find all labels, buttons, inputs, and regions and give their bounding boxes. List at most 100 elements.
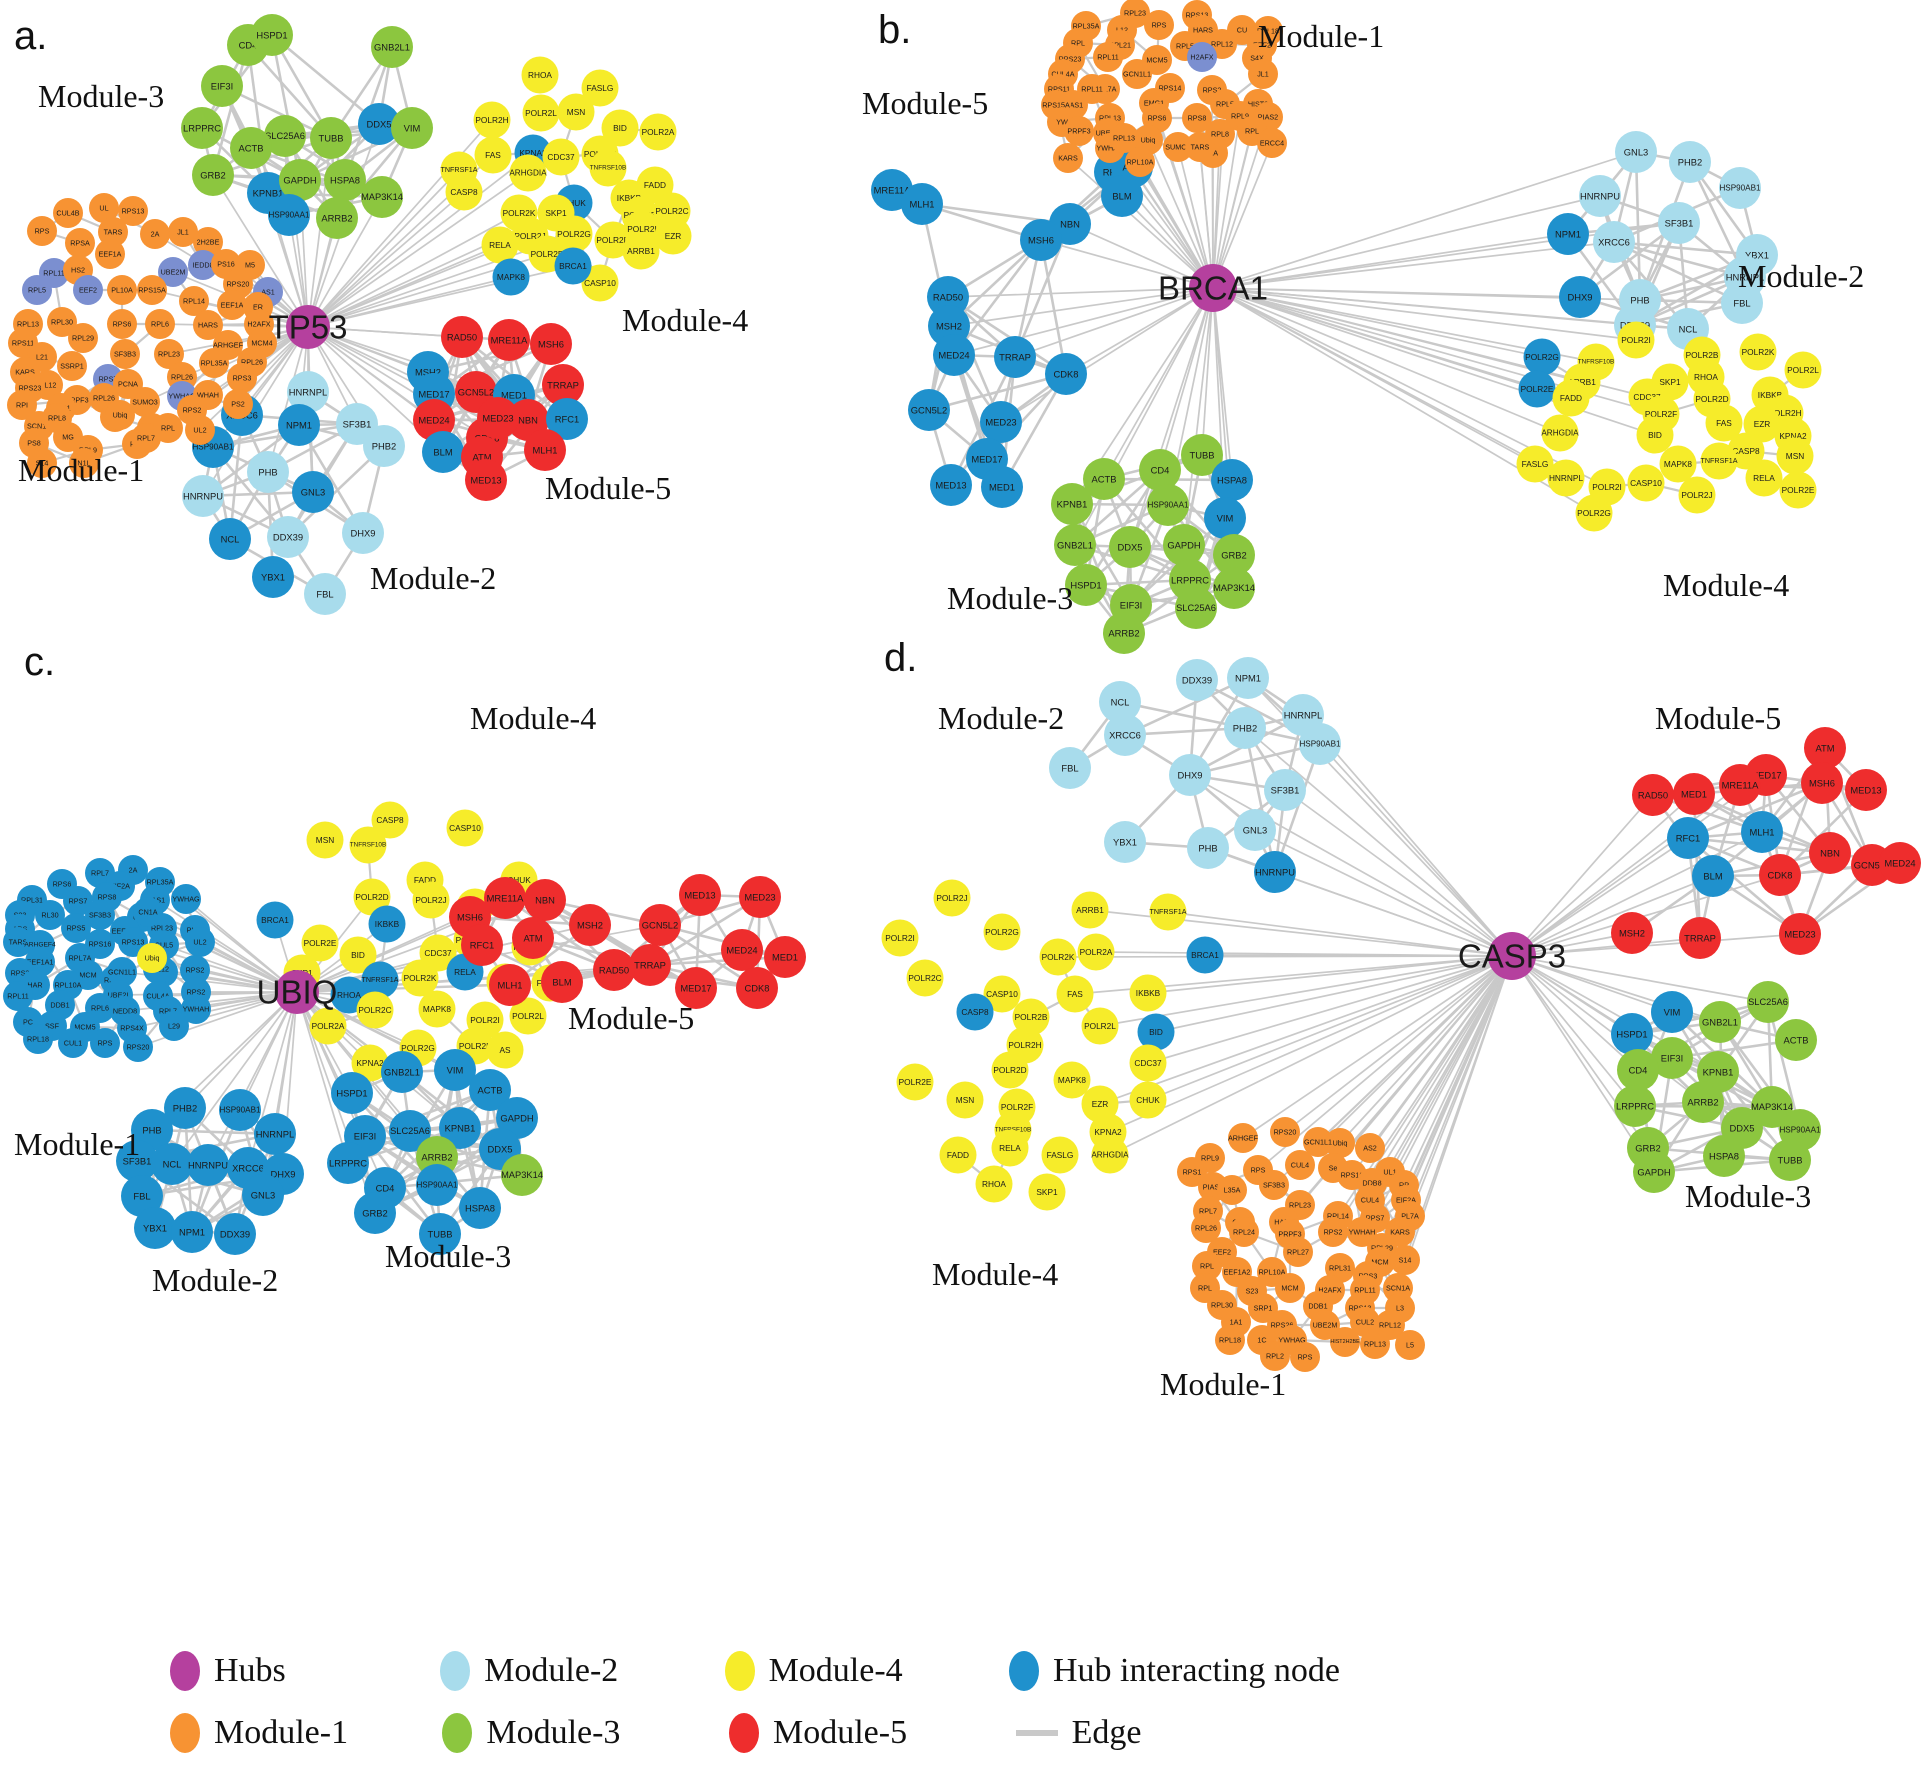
node-circle[interactable] bbox=[653, 192, 691, 230]
node-circle[interactable] bbox=[1058, 90, 1088, 120]
node-circle[interactable] bbox=[531, 964, 569, 1002]
node-circle[interactable] bbox=[1350, 1275, 1380, 1305]
network-node[interactable]: RELA bbox=[1745, 459, 1783, 497]
node-circle[interactable] bbox=[63, 255, 93, 285]
network-node[interactable]: EIF2A bbox=[105, 871, 135, 901]
network-node[interactable]: UL2 bbox=[185, 927, 215, 957]
node-circle[interactable] bbox=[1091, 1136, 1129, 1174]
node-circle[interactable] bbox=[242, 1174, 284, 1216]
node-circle[interactable] bbox=[881, 919, 919, 957]
network-node[interactable]: PHB2 bbox=[363, 425, 405, 467]
node-circle[interactable] bbox=[489, 964, 531, 1006]
node-circle[interactable] bbox=[1215, 1325, 1245, 1355]
node-circle[interactable] bbox=[1347, 1217, 1377, 1247]
node-circle[interactable] bbox=[221, 394, 263, 436]
node-circle[interactable] bbox=[446, 809, 484, 847]
network-node[interactable]: GCN1L1 bbox=[107, 957, 137, 987]
node-circle[interactable] bbox=[90, 1028, 120, 1058]
node-circle[interactable] bbox=[764, 936, 806, 978]
node-circle[interactable] bbox=[371, 801, 409, 839]
network-node[interactable]: NBN bbox=[1049, 203, 1091, 245]
node-circle[interactable] bbox=[1559, 276, 1601, 318]
network-node[interactable]: Ubiq bbox=[137, 943, 167, 973]
network-node[interactable]: GRB2 bbox=[354, 1192, 396, 1234]
network-node[interactable]: RPL13 bbox=[1095, 103, 1125, 133]
network-node[interactable]: EEF1A bbox=[217, 290, 247, 320]
network-node[interactable]: HNRNPU bbox=[1579, 175, 1621, 217]
network-node[interactable]: ARHGDIA bbox=[1091, 1136, 1129, 1174]
network-node[interactable]: KARS bbox=[1053, 143, 1083, 173]
network-node[interactable]: ACTB bbox=[230, 127, 272, 169]
node-circle[interactable] bbox=[1518, 370, 1556, 408]
node-circle[interactable] bbox=[1353, 1261, 1383, 1291]
network-node[interactable]: SUMO3 bbox=[1163, 132, 1193, 162]
node-circle[interactable] bbox=[193, 227, 223, 257]
network-node[interactable]: EIF2A bbox=[1391, 1185, 1421, 1215]
network-node[interactable]: MAP3K14 bbox=[1213, 567, 1255, 609]
node-circle[interactable] bbox=[1104, 714, 1146, 756]
network-node[interactable]: RPS20 bbox=[123, 1032, 153, 1062]
network-node[interactable]: CD4 bbox=[364, 1167, 406, 1209]
node-circle[interactable] bbox=[227, 24, 269, 66]
node-circle[interactable] bbox=[251, 14, 293, 56]
node-circle[interactable] bbox=[22, 275, 52, 305]
node-circle[interactable] bbox=[171, 884, 201, 914]
network-node[interactable]: MSH6 bbox=[1020, 219, 1062, 261]
node-circle[interactable] bbox=[1390, 1245, 1420, 1275]
node-circle[interactable] bbox=[73, 275, 103, 305]
node-circle[interactable] bbox=[130, 387, 160, 417]
network-node[interactable]: HNRNPU bbox=[182, 475, 224, 517]
node-circle[interactable] bbox=[509, 154, 547, 192]
network-node[interactable]: SF3B1 bbox=[1264, 769, 1306, 811]
node-circle[interactable] bbox=[453, 921, 491, 959]
network-node[interactable]: DHX9 bbox=[1559, 276, 1601, 318]
network-node[interactable]: RPS14 bbox=[1155, 73, 1185, 103]
node-circle[interactable] bbox=[581, 69, 619, 107]
node-circle[interactable] bbox=[479, 1128, 521, 1170]
network-node[interactable]: RPL5 bbox=[1170, 31, 1200, 61]
network-node[interactable]: CASP8 bbox=[371, 801, 409, 839]
network-node[interactable]: POLR2J bbox=[511, 217, 549, 255]
node-circle[interactable] bbox=[1243, 89, 1273, 119]
network-node[interactable]: Ubiq bbox=[1325, 1128, 1355, 1158]
network-node[interactable]: ACTB bbox=[1775, 1019, 1817, 1061]
network-node[interactable]: CDC37 bbox=[1628, 378, 1666, 416]
node-circle[interactable] bbox=[1350, 1307, 1380, 1337]
network-node[interactable]: GCN1L1 bbox=[1303, 1127, 1333, 1157]
node-circle[interactable] bbox=[25, 947, 55, 977]
network-node[interactable]: RPL12 bbox=[1207, 29, 1237, 59]
network-node[interactable]: PCNA bbox=[113, 369, 143, 399]
node-circle[interactable] bbox=[7, 390, 37, 420]
network-node[interactable]: RPS26 bbox=[1267, 1310, 1297, 1340]
network-node[interactable]: PIAS1 bbox=[1058, 90, 1088, 120]
network-node[interactable]: GNL3 bbox=[1234, 809, 1276, 851]
network-node[interactable]: SSF bbox=[37, 1011, 67, 1041]
network-node[interactable]: RPS2 bbox=[180, 955, 210, 985]
node-circle[interactable] bbox=[1337, 1160, 1367, 1190]
network-node[interactable]: CDC37 bbox=[542, 138, 580, 176]
network-node[interactable]: RPL29 bbox=[68, 323, 98, 353]
network-node[interactable]: NPM1 bbox=[1547, 213, 1589, 255]
network-node[interactable]: GNB2L1 bbox=[1054, 524, 1096, 566]
network-node[interactable]: MSN bbox=[557, 93, 595, 131]
node-circle[interactable] bbox=[1751, 1086, 1793, 1128]
network-node[interactable]: NPM1 bbox=[278, 404, 320, 446]
node-circle[interactable] bbox=[1310, 1310, 1340, 1340]
node-circle[interactable] bbox=[1659, 445, 1697, 483]
node-circle[interactable] bbox=[418, 990, 456, 1028]
node-circle[interactable] bbox=[998, 1088, 1036, 1126]
network-node[interactable]: POLR2H bbox=[1006, 1026, 1044, 1064]
network-node[interactable]: RPS5 bbox=[61, 913, 91, 943]
node-circle[interactable] bbox=[1323, 1201, 1353, 1231]
network-node[interactable]: JL1 bbox=[1248, 59, 1278, 89]
network-node[interactable]: YWHAH bbox=[1347, 1217, 1377, 1247]
network-node[interactable]: JL1 bbox=[168, 217, 198, 247]
node-circle[interactable] bbox=[486, 963, 524, 1001]
network-node[interactable]: ARHGEF bbox=[1228, 1123, 1259, 1153]
network-node[interactable]: PC bbox=[13, 1007, 43, 1037]
network-node[interactable]: HSP90AB1 bbox=[1719, 167, 1761, 209]
node-circle[interactable] bbox=[181, 107, 223, 149]
node-circle[interactable] bbox=[118, 196, 148, 226]
node-circle[interactable] bbox=[466, 1001, 504, 1039]
node-circle[interactable] bbox=[981, 466, 1023, 508]
